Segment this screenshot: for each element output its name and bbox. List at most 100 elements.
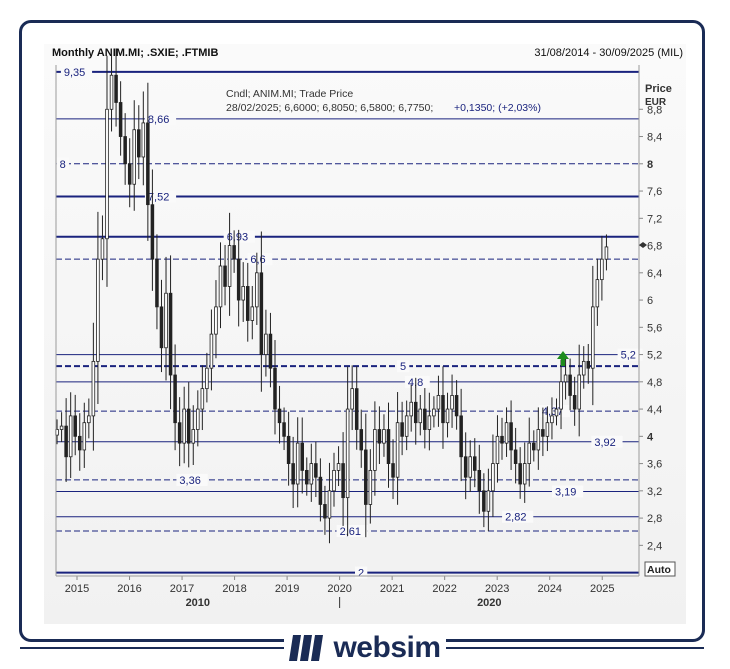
level-label-7: 5 bbox=[400, 361, 406, 373]
candle-body-24 bbox=[164, 292, 168, 349]
candle-body-116 bbox=[581, 360, 586, 376]
candle-body-114 bbox=[572, 395, 577, 410]
candle-body-40 bbox=[236, 258, 241, 301]
x-tick-label-9: 2024 bbox=[537, 583, 561, 595]
y-tick-label-7: 5,2 bbox=[647, 350, 662, 362]
candle-body-53 bbox=[295, 442, 300, 485]
candle-body-86 bbox=[445, 408, 450, 424]
candle-body-112 bbox=[563, 374, 568, 383]
candle-body-39 bbox=[232, 245, 236, 260]
candle-body-61 bbox=[332, 469, 336, 492]
candle-body-5 bbox=[77, 435, 82, 451]
candle-body-20 bbox=[146, 122, 150, 206]
candle-body-12 bbox=[109, 74, 114, 110]
candle-body-51 bbox=[286, 435, 291, 464]
x-secondary-label-1: 2020 bbox=[477, 597, 501, 609]
level-label-13: 2,82 bbox=[505, 512, 526, 524]
candle-body-84 bbox=[436, 395, 441, 410]
candle-body-37 bbox=[223, 265, 227, 287]
x-tick-label-7: 2022 bbox=[432, 583, 456, 595]
level-label-0: 9,35 bbox=[64, 67, 85, 79]
brand-footer: websim bbox=[0, 628, 730, 668]
candle-body-77 bbox=[404, 415, 409, 437]
candle-body-71 bbox=[377, 429, 382, 444]
level-label-5: 6,6 bbox=[250, 254, 265, 266]
candle-body-50 bbox=[282, 422, 286, 437]
candle-body-92 bbox=[473, 456, 477, 471]
candle-body-119 bbox=[595, 279, 600, 308]
websim-logo-icon bbox=[289, 635, 324, 661]
candle-body-59 bbox=[323, 504, 327, 519]
level-label-4: 6,93 bbox=[227, 232, 248, 244]
candle-body-21 bbox=[150, 204, 155, 260]
legend-line-2: 28/02/2025; 6,6000; 6,8050; 6,5800; 6,77… bbox=[226, 102, 433, 114]
candle-body-105 bbox=[532, 442, 536, 451]
candle-body-35 bbox=[214, 306, 218, 335]
candle-body-27 bbox=[177, 422, 182, 444]
candle-body-99 bbox=[504, 422, 509, 444]
candle-body-15 bbox=[123, 136, 127, 165]
candle-body-68 bbox=[364, 449, 368, 505]
candles bbox=[55, 48, 609, 544]
candle-body-1 bbox=[59, 425, 64, 430]
candle-body-29 bbox=[186, 408, 191, 444]
candle-body-43 bbox=[250, 306, 255, 321]
x-tick-label-2: 2017 bbox=[170, 583, 194, 595]
candle-body-33 bbox=[205, 367, 209, 390]
x-tick-label-1: 2016 bbox=[117, 583, 141, 595]
x-tick-label-6: 2021 bbox=[380, 583, 404, 595]
level-label-1: 8,66 bbox=[148, 114, 169, 126]
candle-body-63 bbox=[341, 463, 345, 499]
candle-body-7 bbox=[87, 415, 91, 424]
candle-body-41 bbox=[241, 286, 245, 301]
candle-body-88 bbox=[454, 395, 459, 417]
level-label-bg-14 bbox=[336, 525, 368, 538]
candle-body-96 bbox=[491, 463, 495, 492]
candle-body-115 bbox=[577, 374, 581, 410]
x-tick-label-3: 2018 bbox=[222, 583, 246, 595]
candle-body-95 bbox=[486, 490, 491, 512]
candle-body-22 bbox=[155, 258, 159, 308]
candle-body-67 bbox=[359, 429, 364, 451]
candle-body-73 bbox=[386, 429, 391, 464]
candle-body-60 bbox=[327, 490, 332, 519]
level-label-14: 2,61 bbox=[340, 526, 361, 538]
candle-body-87 bbox=[450, 395, 454, 410]
candle-body-91 bbox=[468, 456, 472, 478]
candle-body-16 bbox=[127, 163, 132, 185]
candle-body-11 bbox=[105, 108, 109, 240]
candle-body-113 bbox=[568, 374, 572, 396]
candle-body-55 bbox=[305, 469, 309, 485]
y-axis: 2,4 2,8 3,2 3,6 4 4,4 4,8 5,2 5,6 6 6,4 6,8 7,2 7,6 8 8… bbox=[639, 104, 662, 552]
candle-body-103 bbox=[522, 463, 527, 485]
level-label-15: 2 bbox=[358, 568, 364, 580]
candle-body-17 bbox=[132, 129, 136, 185]
level-label-bg-0 bbox=[60, 65, 93, 78]
level-label-bg-11 bbox=[176, 473, 208, 486]
candle-body-54 bbox=[300, 442, 304, 471]
y-tick-label-14: 8 bbox=[647, 159, 653, 171]
candle-body-2 bbox=[64, 425, 68, 458]
candle-body-100 bbox=[509, 422, 513, 451]
level-label-bg-12 bbox=[551, 485, 584, 498]
candle-body-75 bbox=[395, 422, 400, 478]
candle-body-69 bbox=[368, 469, 373, 505]
candle-body-108 bbox=[545, 422, 550, 437]
legend-line-3: +0,1350; (+2,03%) bbox=[454, 102, 541, 114]
candle-body-72 bbox=[382, 429, 386, 444]
y-tick-label-15: 8,4 bbox=[647, 132, 662, 144]
y-tick-label-12: 7,2 bbox=[647, 213, 662, 225]
y-tick-label-9: 6 bbox=[647, 295, 653, 307]
candle-body-8 bbox=[91, 360, 96, 417]
level-label-12: 3,19 bbox=[555, 487, 576, 499]
candle-body-106 bbox=[536, 429, 541, 451]
y-axis-title: Price bbox=[645, 83, 672, 95]
scale-mode-button[interactable] bbox=[644, 561, 676, 577]
candle-body-117 bbox=[586, 360, 591, 369]
candle-body-97 bbox=[495, 435, 500, 464]
candle-body-18 bbox=[137, 129, 141, 158]
candle-body-120 bbox=[600, 258, 604, 281]
legend-line-1: Cndl; ANIM.MI; Trade Price bbox=[226, 88, 353, 100]
candle-body-6 bbox=[82, 422, 87, 451]
